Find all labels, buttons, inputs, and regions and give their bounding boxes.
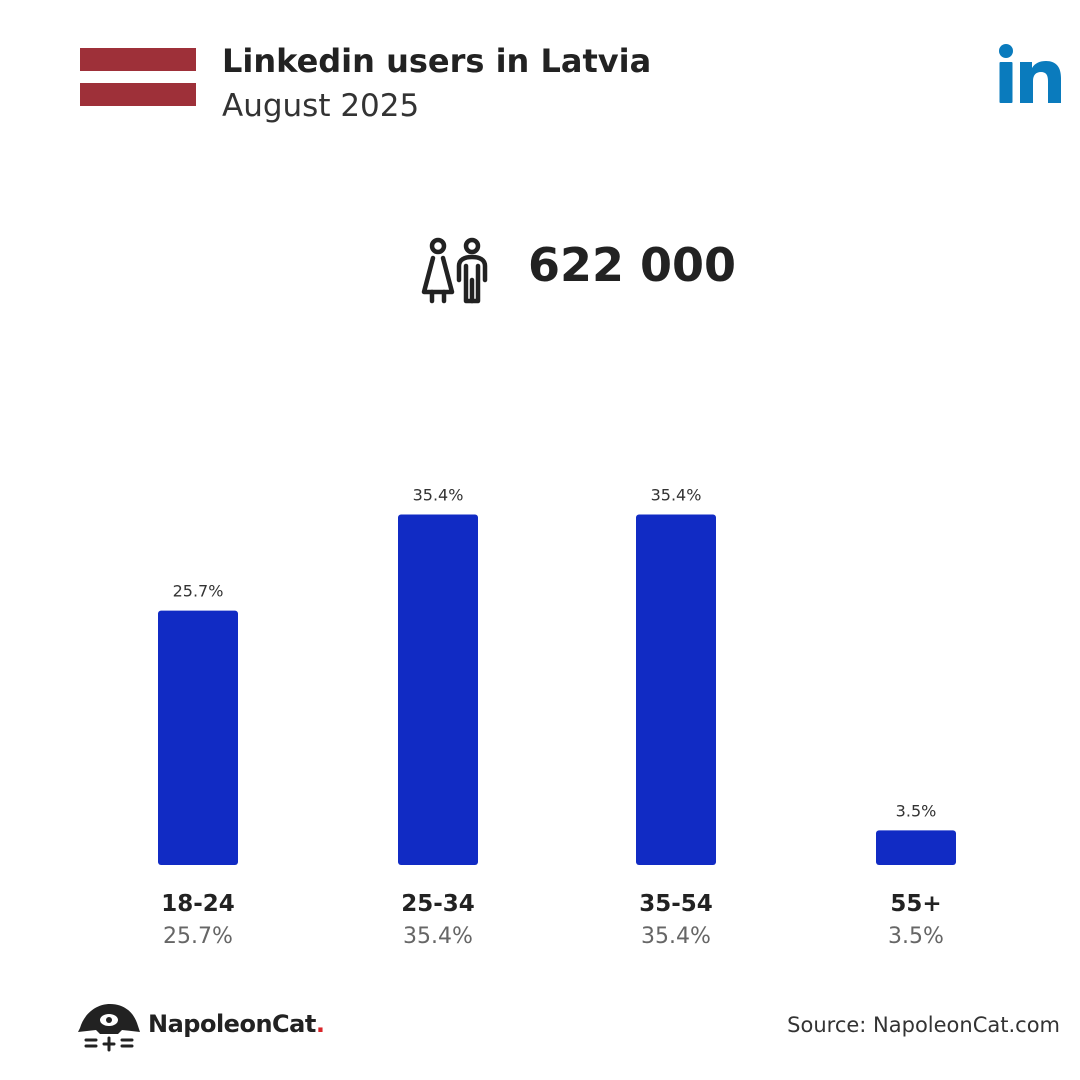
linkedin-icon-i [999,62,1013,103]
flag-band-middle [80,71,196,83]
total-users-value: 622 000 [528,238,737,292]
napoleoncat-logo-dot: . [315,1010,325,1038]
page-subtitle: August 2025 [222,88,420,124]
category-label: 18-24 [161,891,235,917]
flag-band-top [80,48,196,71]
napoleoncat-icon [78,1004,140,1052]
flag-band-bottom [80,83,196,106]
bar-35-54 [636,514,716,865]
category-value-label: 35.4% [641,924,711,949]
bar-25-34 [398,514,478,865]
category-label: 55+ [890,891,941,917]
napoleoncat-logo-text: NapoleonCat. [148,1010,325,1038]
linkedin-icon-dot [999,44,1013,58]
napoleoncat-logo-name: NapoleonCat [148,1010,316,1038]
page-title: Linkedin users in Latvia [222,42,652,80]
category-value-label: 35.4% [403,924,473,949]
bar-value-label: 35.4% [413,486,464,505]
category-label: 35-54 [639,891,713,917]
linkedin-icon-n [1020,61,1061,103]
bar-value-label: 35.4% [651,486,702,505]
category-label: 25-34 [401,891,475,917]
bar-value-label: 25.7% [173,582,224,601]
age-distribution-chart: 25.7% 18-24 25.7% 35.4% 25-34 35.4% 35.4% 35-54… [158,486,956,949]
bar-18-24 [158,610,238,865]
latvia-flag [80,48,196,106]
bar-value-label: 3.5% [896,801,937,820]
linkedin-icon [999,44,1061,103]
category-value-label: 25.7% [163,924,233,949]
bar-55+ [876,830,956,865]
category-value-label: 3.5% [888,924,944,949]
users-icon [421,237,488,304]
source-label: Source: NapoleonCat.com [787,1013,1060,1037]
